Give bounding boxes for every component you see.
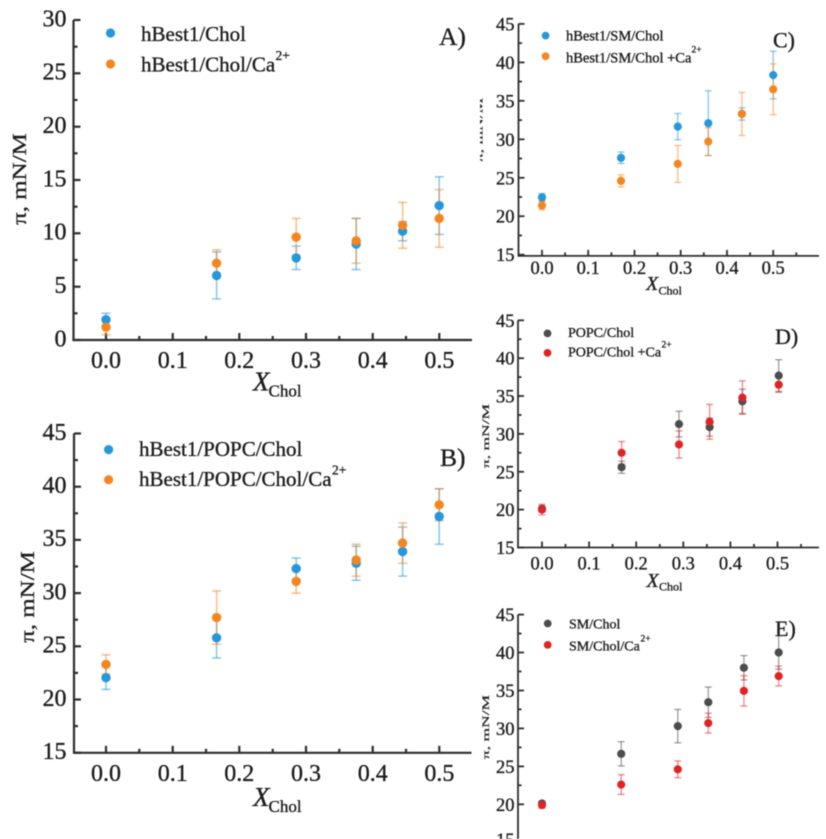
svg-text:hBest1/SM/Chol +Ca: hBest1/SM/Chol +Ca [566, 51, 692, 67]
svg-text:35: 35 [496, 92, 515, 112]
svg-text:0.4: 0.4 [358, 348, 388, 374]
svg-text:35: 35 [496, 682, 515, 702]
svg-text:hBest1/POPC/Chol: hBest1/POPC/Chol [139, 437, 303, 461]
svg-text:45: 45 [496, 312, 515, 332]
svg-text:SM/Chol: SM/Chol [569, 618, 620, 633]
svg-text:15: 15 [496, 246, 515, 266]
svg-text:20: 20 [496, 501, 515, 521]
svg-text:X: X [252, 367, 271, 397]
svg-text:0.5: 0.5 [424, 761, 454, 787]
svg-text:30: 30 [496, 720, 515, 740]
svg-text:2+: 2+ [276, 48, 290, 63]
svg-text:35: 35 [43, 526, 67, 552]
svg-text:35: 35 [496, 388, 515, 408]
svg-text:0.3: 0.3 [291, 761, 321, 787]
svg-text:0.3: 0.3 [669, 259, 692, 279]
svg-text:0.3: 0.3 [672, 555, 695, 575]
svg-text:25: 25 [496, 169, 515, 189]
svg-text:20: 20 [496, 796, 515, 816]
svg-text:π, mN/M: π, mN/M [9, 133, 31, 225]
svg-text:30: 30 [496, 425, 515, 445]
svg-text:Chol: Chol [659, 580, 683, 594]
svg-text:Chol: Chol [269, 797, 302, 816]
svg-text:15: 15 [43, 166, 67, 192]
svg-text:π, mN/M: π, mN/M [481, 694, 492, 759]
svg-text:0.0: 0.0 [91, 348, 121, 374]
svg-text:0.5: 0.5 [766, 555, 789, 575]
svg-text:0.0: 0.0 [530, 555, 553, 575]
svg-text:0.5: 0.5 [762, 259, 785, 279]
svg-text:0.1: 0.1 [578, 555, 601, 575]
svg-text:15: 15 [496, 831, 515, 839]
svg-text:0.3: 0.3 [291, 348, 321, 374]
svg-text:0.4: 0.4 [715, 259, 738, 279]
svg-text:15: 15 [496, 539, 515, 559]
svg-text:20: 20 [43, 686, 67, 712]
svg-text:0.2: 0.2 [623, 259, 646, 279]
svg-text:0.4: 0.4 [719, 555, 742, 575]
svg-text:0.0: 0.0 [530, 259, 553, 279]
svg-text:5: 5 [55, 273, 67, 299]
svg-text:2+: 2+ [662, 341, 672, 351]
svg-text:POPC/Chol +Ca: POPC/Chol +Ca [568, 346, 662, 361]
svg-text:0.2: 0.2 [224, 348, 254, 374]
svg-text:π, mN/M: π, mN/M [16, 551, 38, 643]
svg-text:25: 25 [43, 60, 67, 86]
svg-text:π, mN/M: π, mN/M [480, 97, 485, 162]
svg-text:2+: 2+ [692, 46, 702, 56]
svg-text:D): D) [775, 324, 798, 349]
svg-text:0.1: 0.1 [158, 761, 188, 787]
svg-text:10: 10 [43, 220, 67, 246]
svg-text:20: 20 [43, 113, 67, 139]
svg-text:E): E) [775, 616, 796, 641]
svg-text:2+: 2+ [641, 635, 651, 645]
svg-text:Chol: Chol [269, 382, 302, 401]
svg-text:0.0: 0.0 [91, 761, 121, 787]
svg-text:40: 40 [496, 54, 515, 74]
svg-text:π, mN/M: π, mN/M [481, 403, 492, 468]
svg-text:40: 40 [496, 644, 515, 664]
svg-text:B): B) [440, 443, 466, 472]
svg-text:0: 0 [55, 326, 67, 352]
svg-text:30: 30 [496, 131, 515, 151]
svg-text:SM/Chol/Ca: SM/Chol/Ca [569, 639, 641, 654]
svg-text:20: 20 [496, 208, 515, 228]
svg-text:0.4: 0.4 [358, 761, 388, 787]
svg-text:45: 45 [43, 420, 67, 446]
svg-text:0.2: 0.2 [224, 761, 254, 787]
svg-text:25: 25 [496, 758, 515, 778]
svg-text:Chol: Chol [659, 284, 683, 298]
svg-text:15: 15 [43, 739, 67, 765]
svg-text:X: X [646, 570, 660, 592]
svg-text:25: 25 [43, 633, 67, 659]
svg-text:40: 40 [496, 350, 515, 370]
svg-text:2+: 2+ [332, 463, 346, 478]
svg-text:hBest1/Chol/Ca: hBest1/Chol/Ca [141, 53, 276, 77]
svg-text:0.5: 0.5 [424, 348, 454, 374]
svg-text:hBest1/SM/Chol: hBest1/SM/Chol [566, 29, 664, 45]
svg-text:A): A) [439, 22, 466, 51]
svg-text:X: X [252, 782, 271, 812]
svg-text:45: 45 [496, 606, 515, 626]
svg-text:hBest1/Chol: hBest1/Chol [141, 22, 246, 46]
svg-text:0.1: 0.1 [577, 259, 600, 279]
svg-text:30: 30 [43, 6, 67, 32]
svg-text:40: 40 [43, 473, 67, 499]
svg-text:30: 30 [43, 579, 67, 605]
svg-text:POPC/Chol: POPC/Chol [568, 326, 634, 341]
svg-text:45: 45 [496, 15, 515, 35]
svg-text:0.2: 0.2 [625, 555, 648, 575]
svg-text:X: X [645, 273, 659, 295]
svg-text:25: 25 [496, 463, 515, 483]
svg-text:hBest1/POPC/Chol/Ca: hBest1/POPC/Chol/Ca [139, 467, 332, 491]
svg-text:C): C) [773, 28, 795, 53]
svg-text:0.1: 0.1 [158, 348, 188, 374]
